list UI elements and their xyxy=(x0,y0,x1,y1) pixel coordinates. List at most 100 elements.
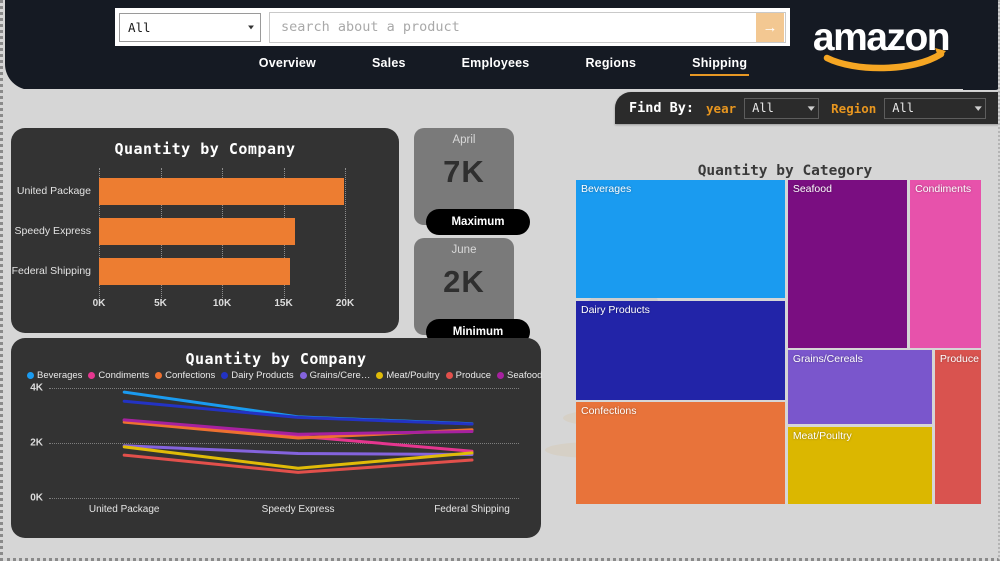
search-input[interactable] xyxy=(279,12,756,42)
region-filter-label: Region xyxy=(831,100,877,116)
search-submit-button[interactable]: → xyxy=(756,12,784,42)
nav-item-regions[interactable]: Regions xyxy=(557,56,664,75)
legend-color-dot xyxy=(221,372,229,379)
region-filter-select[interactable]: All ▾ xyxy=(884,97,987,119)
legend-item[interactable]: Beverages xyxy=(27,370,82,381)
treemap-tile[interactable]: Condiments xyxy=(910,180,981,348)
treemap-tile[interactable]: Meat/Poultry xyxy=(787,426,932,504)
line-chart-title: Quantity by Company xyxy=(185,350,367,368)
nav-label: Regions xyxy=(585,56,637,70)
legend-item[interactable]: Seafood xyxy=(497,370,542,381)
bar-category-label: Speedy Express xyxy=(14,225,91,237)
legend-label: Produce xyxy=(455,370,492,381)
bar-segment[interactable]: Speedy Express xyxy=(15,218,295,245)
legend-color-dot xyxy=(299,372,307,379)
legend-item[interactable]: Dairy Products xyxy=(221,370,294,381)
treemap-tile[interactable]: Produce xyxy=(934,350,981,504)
legend-item[interactable]: Condiments xyxy=(88,370,149,381)
kpi-period: April xyxy=(452,134,476,146)
bar-x-tick: 5K xyxy=(154,298,167,309)
line-y-tick: 4K xyxy=(30,382,43,394)
treemap-tile-label: Produce xyxy=(939,353,979,366)
legend-item[interactable]: Meat/Poultry xyxy=(376,370,440,381)
arrow-right-icon: → xyxy=(762,18,778,36)
filter-bar: Find By: year All ▾ Region All ▾ xyxy=(615,92,998,124)
bar-x-tick: 10K xyxy=(212,298,232,309)
chevron-down-icon: ▾ xyxy=(974,102,982,113)
kpi-card-maximum[interactable]: April 7K Maximum xyxy=(414,128,530,235)
line-y-tick: 2K xyxy=(30,437,43,449)
quantity-by-company-bar-card: Quantity by Company 0K 5K 10K 15K 20K United … xyxy=(11,128,399,333)
treemap-tile-label: Seafood xyxy=(792,183,832,195)
nav-item-sales[interactable]: Sales xyxy=(344,56,434,75)
legend-color-dot xyxy=(88,372,96,379)
line-gridline xyxy=(49,498,519,499)
legend-item[interactable]: Grains/Cere… xyxy=(299,370,370,381)
nav-label: Shipping xyxy=(692,56,748,70)
legend-item[interactable]: Produce xyxy=(445,370,492,381)
line-chart-plot: 0K 2K 4K United Package Speedy Express Federa… xyxy=(30,383,519,515)
line-series[interactable] xyxy=(122,399,474,426)
bar-segment[interactable]: United Package xyxy=(17,178,344,205)
quantity-by-category-treemap: Beverages Dairy Products Confections Seafoo… xyxy=(576,180,981,504)
category-select[interactable]: All ▾ xyxy=(119,12,261,42)
nav-item-overview[interactable]: Overview xyxy=(231,56,344,75)
bar-chart-plot: 0K 5K 10K 15K 20K United Package Speedy Expres… xyxy=(12,168,354,309)
legend-label: Meat/Poultry xyxy=(386,370,440,381)
main-nav: Overview Sales Employees Regions Shippin… xyxy=(5,56,998,76)
legend-item[interactable]: Confections xyxy=(155,370,215,381)
line-series[interactable] xyxy=(122,453,474,474)
treemap-tile[interactable]: Beverages xyxy=(576,180,785,299)
legend-label: Confections xyxy=(165,370,216,381)
legend-color-dot xyxy=(155,372,163,379)
line-series[interactable] xyxy=(122,418,474,436)
bar-x-tick: 0K xyxy=(92,298,106,309)
bar-segment[interactable]: Federal Shipping xyxy=(12,258,290,285)
kpi-value: 7K xyxy=(443,154,485,189)
kpi-value: 2K xyxy=(443,264,485,299)
treemap-tile-label: Meat/Poultry xyxy=(792,429,852,442)
year-filter-select[interactable]: All ▾ xyxy=(744,97,820,119)
amazon-logo: amazon xyxy=(813,16,951,72)
nav-item-shipping[interactable]: Shipping xyxy=(664,56,775,76)
chevron-down-icon: ▾ xyxy=(807,102,815,113)
line-x-tick: Speedy Express xyxy=(261,504,335,515)
line-gridline xyxy=(49,388,519,389)
nav-item-employees[interactable]: Employees xyxy=(434,56,558,75)
legend-label: Beverages xyxy=(37,370,83,381)
line-series[interactable] xyxy=(122,445,474,470)
bar-category-label: Federal Shipping xyxy=(11,265,91,277)
line-gridline xyxy=(49,443,519,444)
chevron-down-icon: ▾ xyxy=(246,21,256,33)
legend-label: Dairy Products xyxy=(231,370,294,381)
legend-label: Condiments xyxy=(98,370,150,381)
bar-gridline xyxy=(345,168,346,300)
treemap-title: Quantity by Category xyxy=(697,163,873,179)
nav-label: Sales xyxy=(371,56,406,70)
legend-color-dot xyxy=(27,372,34,379)
treemap-tile[interactable]: Dairy Products xyxy=(576,300,785,400)
region-filter-value: All xyxy=(892,101,914,115)
nav-label: Overview xyxy=(258,56,316,70)
amazon-wordmark: amazon xyxy=(813,16,949,59)
search-field[interactable]: → xyxy=(269,11,786,43)
line-series[interactable] xyxy=(122,444,474,457)
treemap-tile[interactable]: Grains/Cereals xyxy=(787,350,932,425)
category-select-value: All xyxy=(128,19,151,35)
kpi-badge: Maximum xyxy=(426,209,530,235)
treemap-tile-label: Grains/Cereals xyxy=(792,353,863,366)
treemap-tile-label: Condiments xyxy=(915,183,972,195)
bar-x-tick: 20K xyxy=(335,298,355,309)
line-chart-legend: Beverages Condiments Confections Dairy Prod… xyxy=(27,370,542,381)
nav-label: Employees xyxy=(461,56,530,70)
kpi-card-minimum[interactable]: June 2K Minimum xyxy=(414,238,530,345)
quantity-by-company-line-card: Quantity by Company Beverages Condiments C… xyxy=(11,338,542,538)
legend-color-dot xyxy=(445,372,453,379)
search-bar: All ▾ → xyxy=(115,8,790,46)
treemap-tile[interactable]: Seafood xyxy=(787,180,908,348)
line-series[interactable] xyxy=(122,390,474,426)
legend-label: Seafood xyxy=(507,370,543,381)
treemap-tile[interactable]: Confections xyxy=(576,402,785,504)
bar-x-tick: 15K xyxy=(274,298,293,309)
year-filter-value: All xyxy=(752,101,774,115)
